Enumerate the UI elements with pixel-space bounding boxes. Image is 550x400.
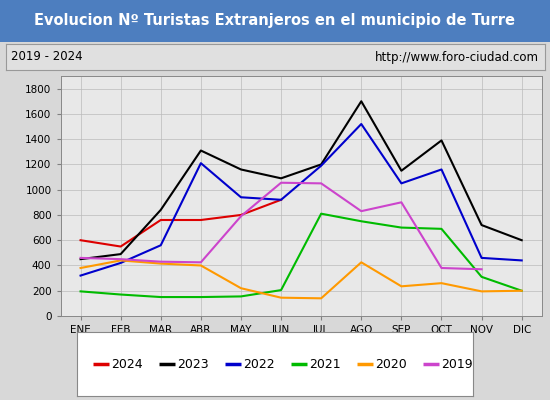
Text: 2020: 2020 [375,358,407,370]
Text: Evolucion Nº Turistas Extranjeros en el municipio de Turre: Evolucion Nº Turistas Extranjeros en el … [35,14,515,28]
Text: 2023: 2023 [177,358,209,370]
Text: 2022: 2022 [243,358,275,370]
Text: 2019: 2019 [441,358,473,370]
Text: 2019 - 2024: 2019 - 2024 [11,50,82,64]
Text: 2024: 2024 [111,358,143,370]
Text: http://www.foro-ciudad.com: http://www.foro-ciudad.com [375,50,539,64]
Text: 2021: 2021 [309,358,341,370]
